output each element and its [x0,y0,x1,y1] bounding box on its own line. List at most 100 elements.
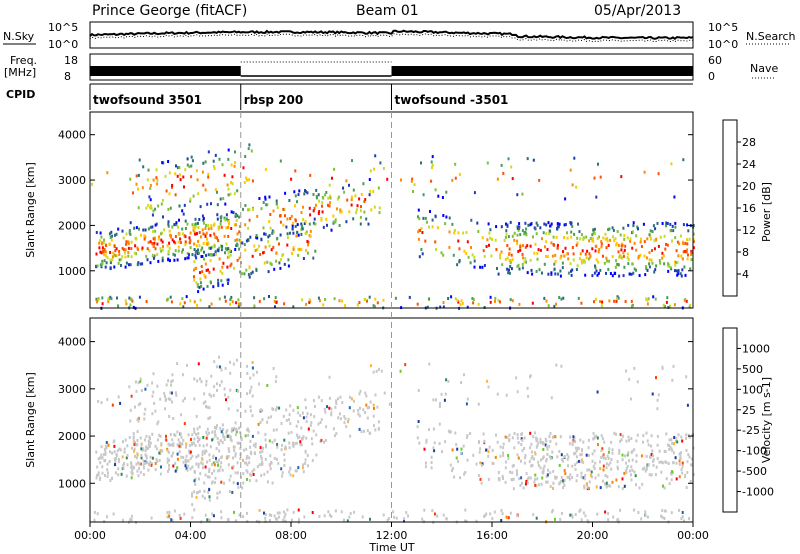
velocity-cell-713 [344,417,347,421]
velocity-cell-524 [236,482,239,486]
velocity-cell-271 [239,431,242,435]
velocity-cell-933 [504,480,507,484]
velocity-cell-1217 [537,464,540,467]
velocity-cell-358 [182,399,185,403]
velocity-cell-344 [240,437,243,441]
velocity-cell-115 [126,463,129,467]
velocity-cell-1408 [387,517,390,520]
velocity-cell-224 [178,441,181,445]
velocity-cell-19 [133,447,136,451]
velocity-cell-94 [184,464,187,468]
power-cell-184 [176,258,179,262]
power-cell-515 [312,221,315,225]
velocity-cell-363 [216,388,218,392]
velocity-cell-1477 [251,366,254,370]
power-cell-1499 [437,194,440,198]
velocity-cell-303 [149,437,151,441]
power-cell-837 [429,210,431,213]
velocity-cell-1456 [444,392,447,396]
power-cell-1379 [454,297,457,301]
velocity-cell-417 [143,417,146,421]
velocity-cell-799 [502,453,505,457]
velocity-cell-149 [221,441,224,445]
velocity-cell-591 [208,470,211,474]
power-cell-1136 [629,239,632,243]
velocity-cell-592 [276,443,279,446]
power-cell-982 [527,223,530,227]
velocity-cell-264 [212,437,215,441]
power-cell-625 [348,210,351,214]
power-cell-308 [172,252,175,256]
power-cell-1263 [594,245,597,249]
velocity-cell-822 [495,433,497,437]
power-cell-136 [127,251,130,254]
power-cell-797 [469,261,472,265]
power-cell-469 [222,261,225,265]
power-cell-644 [244,223,247,227]
velocity-cell-610 [273,456,276,460]
velocity-cell-967 [574,440,577,444]
power-cell-594 [309,235,312,238]
power-cell-1362 [457,300,460,304]
power-cell-1078 [529,223,532,227]
velocity-cell-1304 [607,512,610,515]
power-cell-218 [146,258,149,262]
velocity-cell-1016 [685,448,688,452]
velocity-cell-569 [201,494,204,498]
velocity-cell-1534 [657,393,660,397]
velocity-cell-1345 [571,515,574,519]
power-cell-440 [227,157,230,161]
power-cell-135 [103,248,106,252]
velocity-cell-9 [222,435,225,438]
velocity-cell-790 [430,466,433,470]
power-cell-49 [161,248,164,252]
velocity-cell-609 [283,458,286,462]
power-cell-551 [226,278,229,282]
power-cell-1110 [592,230,595,234]
velocity-cell-842 [448,430,451,434]
velocity-cell-751 [357,412,360,416]
velocity-cell-514 [264,457,267,461]
power-cell-261 [161,259,164,263]
power-cell-424 [156,182,159,186]
power-cell-1440 [683,298,686,302]
velocity-cell-898 [582,440,585,444]
power-cell-52 [213,222,216,226]
velocity-cell-1388 [284,519,287,523]
velocity-cell-826 [487,450,490,454]
velocity-cell-1114 [611,451,614,455]
power-cell-1375 [253,304,256,308]
power-cell-676 [303,192,306,196]
power-cell-965 [518,222,521,226]
power-cell-146 [121,246,124,250]
power-cell-1429 [426,305,429,309]
power-cell-519 [273,267,276,271]
velocity-cell-15 [222,428,225,431]
power-cell-122 [156,242,159,246]
velocity-cell-353 [170,383,173,387]
power-cell-825 [483,264,486,267]
power-cell-222 [114,249,117,253]
velocity-cell-978 [606,475,609,479]
power-cell-383 [177,166,179,170]
power-cell-575 [312,256,315,260]
power-cell-922 [536,257,539,261]
velocity-cell-1009 [617,485,620,489]
power-cell-302 [149,225,152,229]
power-cell-662 [272,230,275,234]
velocity-cell-1015 [648,473,651,477]
power-cell-1488 [352,188,355,192]
velocity-cell-39 [130,461,132,465]
velocity-cell-1284 [206,518,209,522]
power-cell-696 [325,191,328,194]
power-cell-11 [143,234,146,238]
velocity-cell-362 [193,397,196,401]
power-cell-958 [556,225,559,229]
power-cell-833 [483,254,486,258]
velocity-cell-199 [216,424,218,428]
velocity-cell-1181 [674,456,677,460]
velocity-cell-103 [191,433,194,437]
power-cell-1056 [535,232,538,236]
